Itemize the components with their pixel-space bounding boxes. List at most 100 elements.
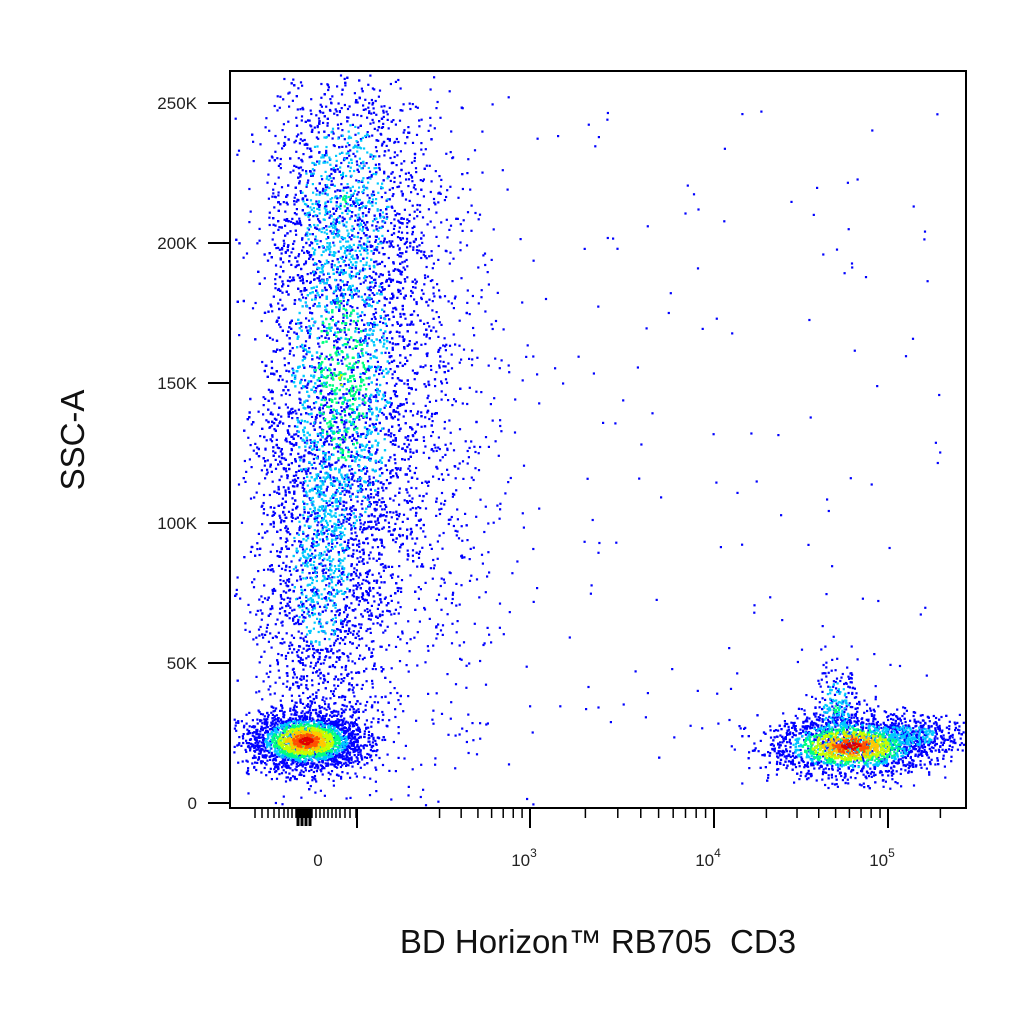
event-dot xyxy=(367,740,370,743)
event-dot xyxy=(367,734,370,737)
event-dot xyxy=(365,368,368,371)
event-dot xyxy=(361,269,365,272)
event-dot xyxy=(272,223,275,226)
event-dot xyxy=(433,76,436,79)
event-dot xyxy=(343,103,346,107)
event-dot xyxy=(274,150,277,153)
event-dot xyxy=(369,756,372,759)
event-dot xyxy=(334,323,337,326)
event-dot xyxy=(445,250,448,253)
event-dot xyxy=(347,186,350,189)
event-dot xyxy=(290,643,294,647)
event-dot xyxy=(336,85,339,88)
event-dot xyxy=(294,193,297,196)
event-dot xyxy=(416,423,419,426)
event-dot xyxy=(275,339,279,342)
event-dot xyxy=(344,465,347,468)
event-dot xyxy=(353,740,356,743)
event-dot xyxy=(324,336,327,339)
event-dot xyxy=(342,504,345,507)
event-dot xyxy=(343,762,346,765)
event-dot xyxy=(400,323,403,326)
event-dot xyxy=(416,203,419,207)
event-dot xyxy=(284,385,287,388)
event-dot xyxy=(288,410,292,413)
event-dot xyxy=(448,90,451,93)
event-dot xyxy=(281,247,284,250)
event-dot xyxy=(356,255,359,259)
event-dot xyxy=(296,108,299,111)
event-dot xyxy=(282,764,285,767)
event-dot xyxy=(325,529,328,532)
event-dot xyxy=(343,77,346,80)
event-dot xyxy=(270,705,273,708)
event-dot xyxy=(369,589,372,592)
event-dot xyxy=(344,81,347,84)
event-dot xyxy=(412,248,415,251)
event-dot xyxy=(321,189,324,192)
event-dot xyxy=(266,759,269,762)
event-dot xyxy=(352,761,355,764)
event-dot xyxy=(372,587,375,590)
event-dot xyxy=(398,175,401,178)
event-dot xyxy=(265,754,268,757)
event-dot xyxy=(357,454,360,457)
event-dot xyxy=(294,265,297,269)
event-dot xyxy=(251,731,254,735)
event-dot xyxy=(293,775,296,778)
event-dot xyxy=(292,78,295,81)
event-dot xyxy=(269,607,272,611)
event-dot xyxy=(277,463,280,466)
event-dot xyxy=(245,252,249,255)
event-dot xyxy=(437,350,440,353)
event-dot xyxy=(299,345,302,348)
event-dot xyxy=(289,725,292,728)
event-dot xyxy=(315,719,318,722)
event-dot xyxy=(274,278,277,281)
event-dot xyxy=(346,249,349,252)
event-dot xyxy=(415,171,418,174)
event-dot xyxy=(280,709,283,712)
event-dot xyxy=(345,202,348,205)
event-dot xyxy=(301,483,305,486)
event-dot xyxy=(335,220,338,223)
event-dot xyxy=(393,151,396,154)
event-dot xyxy=(387,284,391,287)
event-dot xyxy=(282,422,285,425)
event-dot xyxy=(364,328,367,331)
event-dot xyxy=(295,332,298,335)
event-dot xyxy=(336,168,339,171)
event-dot xyxy=(287,431,290,434)
event-dot xyxy=(299,698,302,701)
event-dot xyxy=(282,270,285,273)
event-dot xyxy=(374,539,377,542)
event-dot xyxy=(364,305,367,308)
event-dot xyxy=(331,757,334,760)
event-dot xyxy=(394,80,397,83)
event-dot xyxy=(329,109,332,112)
event-dot xyxy=(333,368,336,371)
event-dot xyxy=(311,174,314,177)
event-dot xyxy=(321,610,324,613)
event-dot xyxy=(324,184,327,187)
event-dot xyxy=(291,247,295,250)
event-dot xyxy=(311,258,315,261)
event-dot xyxy=(399,109,402,112)
event-dot xyxy=(397,219,400,222)
event-dot xyxy=(295,135,298,138)
event-dot xyxy=(382,140,386,144)
event-dot xyxy=(328,751,331,754)
event-dot xyxy=(385,416,388,419)
event-dot xyxy=(315,214,319,218)
event-dot xyxy=(406,500,409,503)
event-dot xyxy=(298,773,301,776)
event-dot xyxy=(389,397,392,400)
event-dot xyxy=(323,719,326,722)
event-dot xyxy=(278,275,282,279)
event-dot xyxy=(352,737,355,740)
event-dot xyxy=(363,243,366,246)
event-dot xyxy=(353,456,357,459)
event-dot xyxy=(243,724,246,727)
event-dot xyxy=(278,226,281,229)
event-dot xyxy=(269,724,272,727)
